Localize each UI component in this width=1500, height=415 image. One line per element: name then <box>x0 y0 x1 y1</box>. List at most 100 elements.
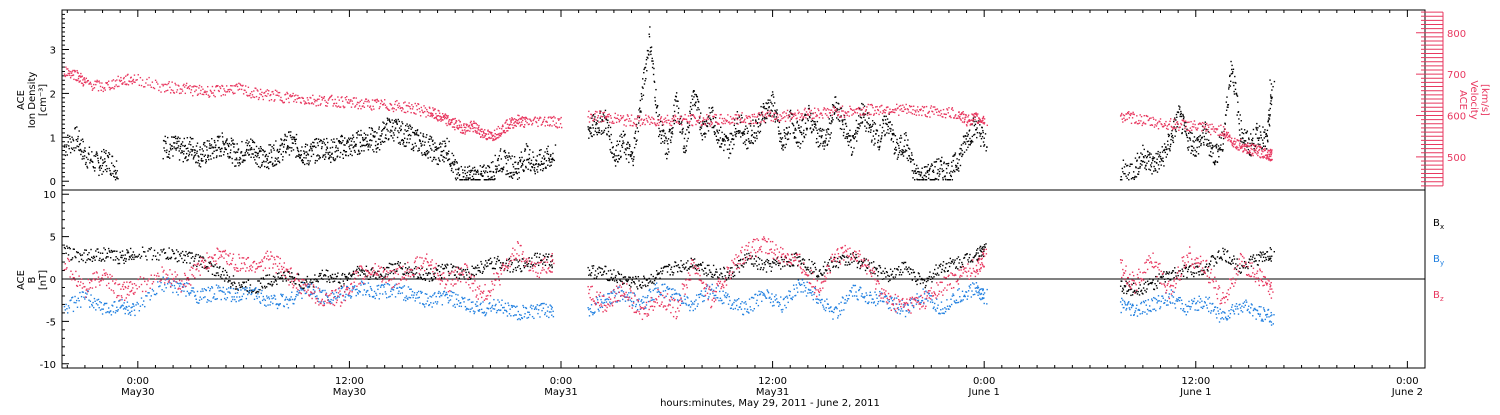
density-point <box>479 179 480 180</box>
velocity-point <box>541 124 542 125</box>
velocity-point <box>425 116 426 117</box>
density-point <box>201 158 202 159</box>
density-point <box>452 162 453 163</box>
density-point <box>402 123 403 124</box>
density-point <box>983 145 984 146</box>
density-point <box>739 130 740 131</box>
density-point <box>333 138 334 139</box>
velocity-point <box>760 115 761 116</box>
velocity-point <box>193 85 194 86</box>
velocity-point <box>730 116 731 117</box>
velocity-point <box>723 120 724 121</box>
density-point <box>440 146 441 147</box>
density-point <box>429 139 430 140</box>
velocity-point <box>367 105 368 106</box>
velocity-point <box>865 111 866 112</box>
velocity-point <box>844 117 845 118</box>
density-point <box>273 148 274 149</box>
density-point <box>196 151 197 152</box>
density-point <box>281 144 282 145</box>
velocity-point <box>410 112 411 113</box>
velocity-point <box>1228 139 1229 140</box>
velocity-point <box>648 117 649 118</box>
density-point <box>516 168 517 169</box>
velocity-point <box>636 126 637 127</box>
velocity-point <box>1121 113 1122 114</box>
density-point <box>239 162 240 163</box>
density-point <box>115 170 116 171</box>
density-point <box>1217 151 1218 152</box>
density-point <box>1168 136 1169 137</box>
density-point <box>832 119 833 120</box>
velocity-point <box>446 125 447 126</box>
density-point <box>1157 171 1158 172</box>
velocity-point <box>1217 135 1218 136</box>
density-point <box>98 175 99 176</box>
velocity-point <box>314 101 315 102</box>
density-point <box>1231 69 1232 70</box>
velocity-point <box>417 109 418 110</box>
density-point <box>523 170 524 171</box>
density-point <box>233 151 234 152</box>
velocity-point <box>182 90 183 91</box>
density-point <box>1234 76 1235 77</box>
velocity-point <box>1197 128 1198 129</box>
velocity-point <box>954 117 955 118</box>
density-point <box>395 119 396 120</box>
density-point <box>519 157 520 158</box>
density-point <box>416 145 417 146</box>
velocity-point <box>800 113 801 114</box>
velocity-point <box>368 101 369 102</box>
density-point <box>1195 155 1196 156</box>
velocity-point <box>186 83 187 84</box>
density-point <box>875 123 876 124</box>
density-point <box>181 143 182 144</box>
density-point <box>297 148 298 149</box>
density-point <box>405 125 406 126</box>
density-point <box>368 144 369 145</box>
velocity-point <box>705 124 706 125</box>
density-point <box>1196 151 1197 152</box>
velocity-point <box>268 90 269 91</box>
density-point <box>450 165 451 166</box>
density-point <box>693 96 694 97</box>
density-point <box>380 142 381 143</box>
velocity-point <box>146 79 147 80</box>
velocity-point <box>337 106 338 107</box>
velocity-point <box>881 105 882 106</box>
density-point <box>1269 124 1270 125</box>
velocity-point <box>1156 125 1157 126</box>
density-point <box>1175 129 1176 130</box>
density-point <box>324 154 325 155</box>
velocity-point <box>1122 119 1123 120</box>
density-point <box>169 144 170 145</box>
density-point <box>234 159 235 160</box>
velocity-point <box>485 135 486 136</box>
density-point <box>621 134 622 135</box>
density-point <box>251 149 252 150</box>
density-point <box>393 140 394 141</box>
density-point <box>1223 143 1224 144</box>
velocity-point <box>1161 124 1162 125</box>
velocity-point <box>532 123 533 124</box>
density-point <box>810 127 811 128</box>
velocity-point <box>983 116 984 117</box>
velocity-point <box>944 114 945 115</box>
density-point <box>813 129 814 130</box>
density-point <box>799 127 800 128</box>
density-point <box>497 160 498 161</box>
density-point <box>330 156 331 157</box>
density-point <box>1233 69 1234 70</box>
density-point <box>1221 149 1222 150</box>
density-point <box>497 168 498 169</box>
x-tick-label-date: May31 <box>544 387 577 398</box>
density-point <box>334 142 335 143</box>
velocity-point <box>898 115 899 116</box>
velocity-point <box>363 103 364 104</box>
velocity-point <box>701 124 702 125</box>
density-point <box>727 137 728 138</box>
velocity-point <box>83 84 84 85</box>
velocity-point <box>209 96 210 97</box>
density-point <box>735 128 736 129</box>
density-point <box>513 172 514 173</box>
